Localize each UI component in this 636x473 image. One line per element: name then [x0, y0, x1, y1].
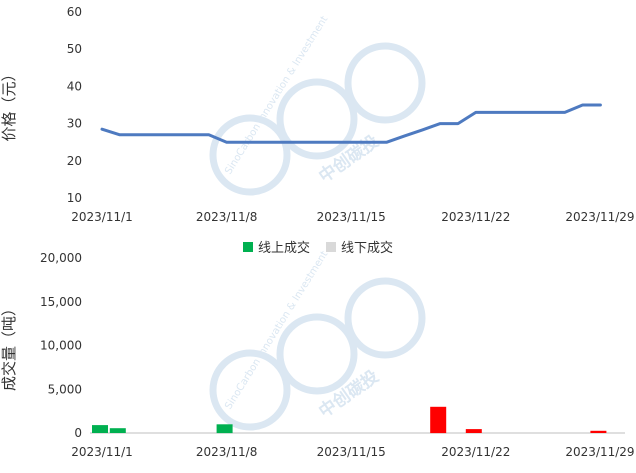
volume-bar — [109, 428, 126, 433]
volume-x-tick-label: 2023/11/8 — [196, 445, 258, 459]
volume-legend: 线上成交 线下成交 — [243, 240, 393, 256]
volume-x-tick-label: 2023/11/22 — [441, 445, 510, 459]
volume-x-tick-label: 2023/11/29 — [565, 445, 634, 459]
legend-online-label: 线上成交 — [258, 240, 310, 256]
price-series-line — [100, 103, 602, 144]
price-x-tick-label: 2023/11/8 — [196, 210, 258, 224]
price-y-tick-label: 60 — [67, 5, 82, 19]
volume-x-ticks: 2023/11/1 2023/11/8 2023/11/15 2023/11/22 20… — [71, 445, 634, 459]
volume-x-tick-label: 2023/11/15 — [317, 445, 386, 459]
volume-bar — [430, 406, 447, 434]
volume-y-tick-label: 5,000 — [48, 382, 82, 396]
price-y-tick-label: 40 — [67, 79, 82, 93]
volume-y-tick-label: 0 — [74, 426, 82, 440]
watermark-text-en: SinoCarbon Innovation & Investment — [223, 14, 330, 176]
volume-y-tick-label: 10,000 — [40, 339, 82, 353]
volume-y-axis-label: 成交量（吨） — [0, 301, 18, 391]
legend-offline-swatch — [326, 242, 336, 252]
price-y-tick-label: 30 — [67, 117, 82, 131]
volume-bars — [92, 406, 607, 434]
price-y-ticks: 10 20 30 40 50 60 — [67, 5, 82, 205]
price-x-tick-label: 2023/11/29 — [565, 210, 634, 224]
volume-bar — [216, 424, 233, 434]
volume-bar — [465, 429, 482, 433]
price-y-tick-label: 10 — [67, 191, 82, 205]
price-y-tick-label: 20 — [67, 154, 82, 168]
volume-bar — [92, 425, 108, 433]
watermark-text-en: SinoCarbon Innovation & Investment — [223, 249, 330, 411]
volume-bar-chart: 成交量（吨） 0 5,000 10,000 15,000 20,000 2023/11/… — [0, 251, 635, 459]
volume-y-ticks: 0 5,000 10,000 15,000 20,000 — [40, 251, 82, 440]
legend-offline-label: 线下成交 — [341, 240, 393, 256]
volume-x-tick-label: 2023/11/1 — [71, 445, 133, 459]
price-x-tick-label: 2023/11/15 — [317, 210, 386, 224]
legend-online-swatch — [243, 242, 253, 252]
price-x-ticks: 2023/11/1 2023/11/8 2023/11/15 2023/11/22 20… — [71, 210, 634, 224]
volume-bar — [590, 430, 607, 433]
price-y-tick-label: 50 — [67, 42, 82, 56]
price-x-tick-label: 2023/11/1 — [71, 210, 133, 224]
price-x-tick-label: 2023/11/22 — [441, 210, 510, 224]
volume-y-tick-label: 20,000 — [40, 251, 82, 265]
volume-y-tick-label: 15,000 — [40, 295, 82, 309]
price-y-axis-label: 价格（元） — [0, 66, 18, 141]
